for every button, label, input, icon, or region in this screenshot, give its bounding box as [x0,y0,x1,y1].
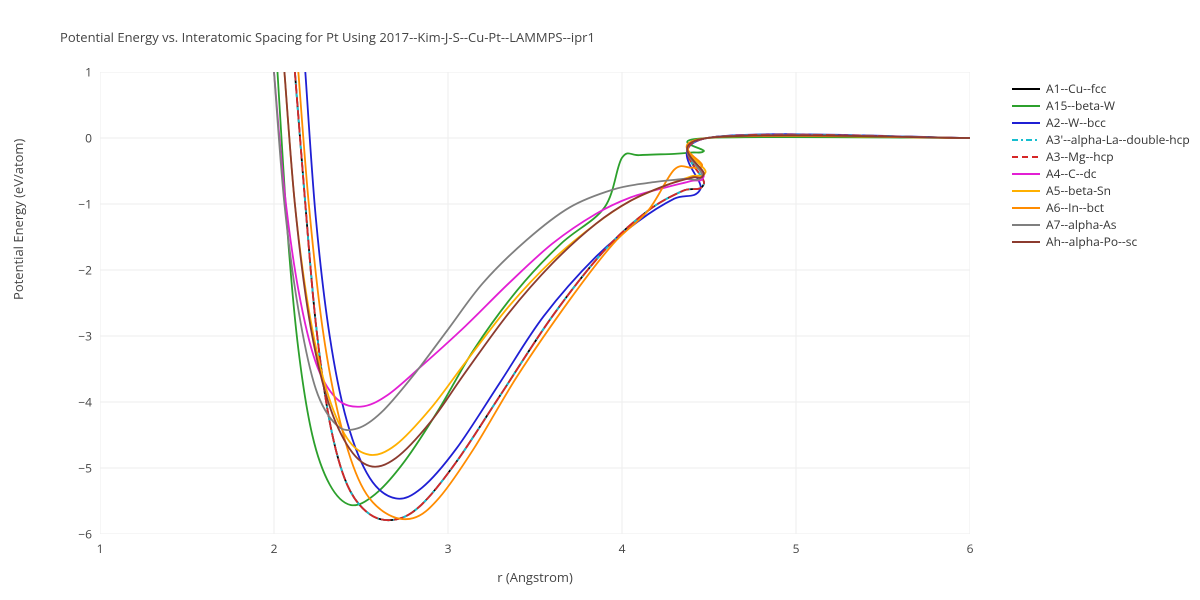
legend-item[interactable]: A5--beta-Sn [1012,182,1190,199]
legend-item[interactable]: A6--In--bct [1012,199,1190,216]
y-tick-label: −5 [78,460,92,477]
y-tick-label: 0 [85,130,92,147]
legend-swatch [1012,133,1040,147]
legend-item[interactable]: A15--beta-W [1012,97,1190,114]
legend: A1--Cu--fccA15--beta-WA2--W--bccA3'--alp… [1012,80,1190,250]
legend-swatch [1012,116,1040,130]
legend-swatch [1012,99,1040,113]
legend-label: A7--alpha-As [1046,216,1116,233]
y-tick-label: −3 [78,328,92,345]
legend-item[interactable]: A4--C--dc [1012,165,1190,182]
legend-item[interactable]: A7--alpha-As [1012,216,1190,233]
legend-label: A3'--alpha-La--double-hcp [1046,131,1190,148]
y-tick-label: −6 [78,526,92,543]
legend-swatch [1012,150,1040,164]
series-line[interactable] [295,72,970,520]
legend-label: Ah--alpha-Po--sc [1046,233,1137,250]
y-tick-label: −1 [78,196,92,213]
x-tick-label: 4 [619,540,626,557]
legend-label: A1--Cu--fcc [1046,80,1106,97]
legend-item[interactable]: Ah--alpha-Po--sc [1012,233,1190,250]
x-tick-label: 5 [793,540,800,557]
legend-label: A4--C--dc [1046,165,1097,182]
legend-swatch [1012,82,1040,96]
y-tick-label: −4 [78,394,92,411]
series-line[interactable] [295,72,970,520]
legend-label: A5--beta-Sn [1046,182,1111,199]
plot-area[interactable] [100,72,970,534]
y-tick-label: 1 [85,64,92,81]
y-tick-label: −2 [78,262,92,279]
legend-label: A2--W--bcc [1046,114,1106,131]
legend-item[interactable]: A3--Mg--hcp [1012,148,1190,165]
legend-item[interactable]: A3'--alpha-La--double-hcp [1012,131,1190,148]
legend-label: A15--beta-W [1046,97,1115,114]
legend-swatch [1012,201,1040,215]
x-tick-label: 6 [967,540,974,557]
y-axis-label: Potential Energy (eV/atom) [9,139,27,300]
x-tick-label: 2 [271,540,278,557]
series-line[interactable] [298,72,970,519]
legend-label: A6--In--bct [1046,199,1104,216]
series-line[interactable] [295,72,970,520]
legend-swatch [1012,184,1040,198]
chart-container: { "chart": { "type": "line", "title": "P… [0,0,1200,600]
x-tick-label: 1 [97,540,104,557]
legend-swatch [1012,167,1040,181]
legend-item[interactable]: A1--Cu--fcc [1012,80,1190,97]
chart-title: Potential Energy vs. Interatomic Spacing… [60,28,595,46]
legend-swatch [1012,218,1040,232]
legend-swatch [1012,235,1040,249]
series-line[interactable] [284,72,970,455]
legend-item[interactable]: A2--W--bcc [1012,114,1190,131]
legend-label: A3--Mg--hcp [1046,148,1114,165]
x-tick-label: 3 [445,540,452,557]
x-axis-label: r (Angstrom) [497,568,573,586]
